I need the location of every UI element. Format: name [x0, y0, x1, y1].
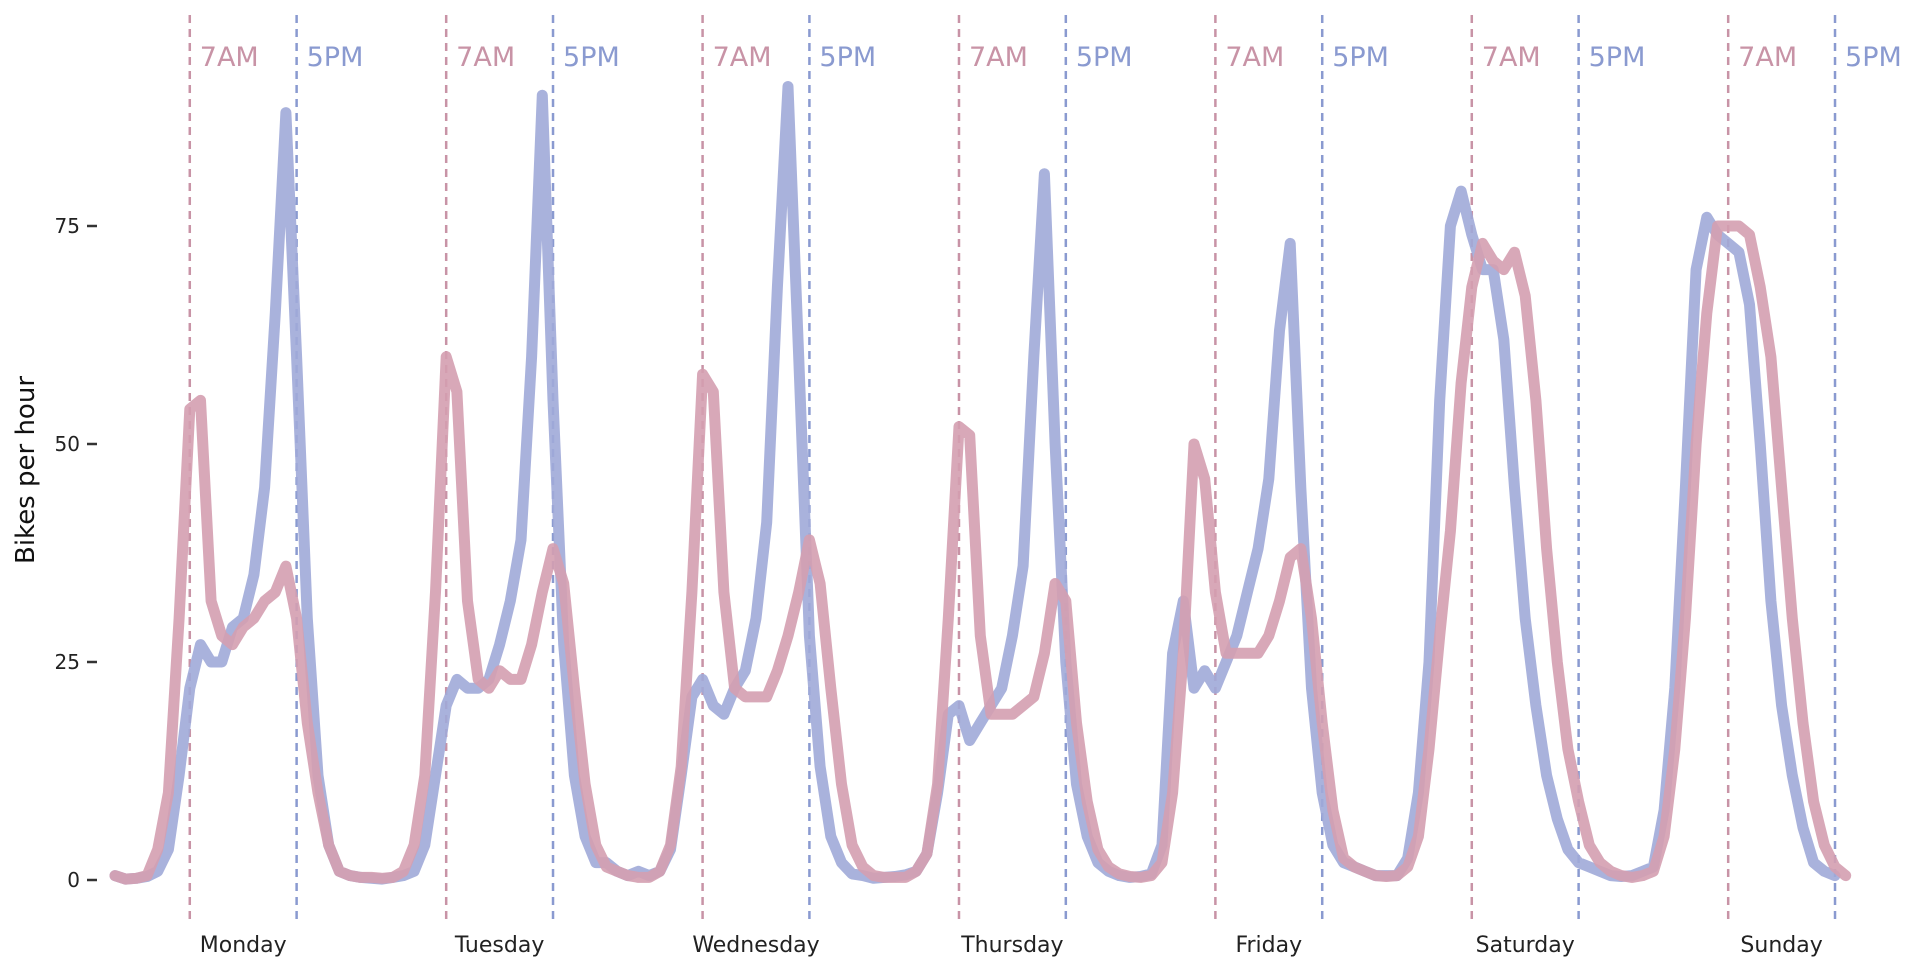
- marker-label-5pm-friday: 5PM: [1332, 42, 1389, 73]
- y-axis: 0 25 50 75: [55, 214, 97, 892]
- marker-label-7am-tuesday: 7AM: [456, 42, 515, 73]
- series-line-2: [109, 220, 1852, 885]
- marker-label-7am-wednesday: 7AM: [713, 42, 772, 73]
- marker-label-7am-friday: 7AM: [1225, 42, 1284, 73]
- day-label-thursday: Thursday: [960, 933, 1063, 958]
- marker-label-5pm-sunday: 5PM: [1845, 42, 1902, 73]
- marker-label-7am-saturday: 7AM: [1482, 42, 1541, 73]
- marker-label-5pm-saturday: 5PM: [1589, 42, 1646, 73]
- day-label-friday: Friday: [1235, 933, 1302, 958]
- day-label-tuesday: Tuesday: [454, 933, 545, 958]
- marker-label-5pm-tuesday: 5PM: [563, 42, 620, 73]
- marker-label-5pm-wednesday: 5PM: [819, 42, 876, 73]
- marker-label-7am-monday: 7AM: [200, 42, 259, 73]
- day-labels: Monday Tuesday Wednesday Thursday Friday Satu…: [200, 933, 1823, 958]
- marker-label-7am-thursday: 7AM: [969, 42, 1028, 73]
- y-tick-label-0: 0: [67, 868, 80, 892]
- marker-label-7am-sunday: 7AM: [1738, 42, 1797, 73]
- series-lines: [109, 81, 1852, 885]
- y-tick-label-50: 50: [55, 432, 80, 456]
- day-label-sunday: Sunday: [1740, 933, 1822, 958]
- day-label-monday: Monday: [200, 933, 287, 958]
- day-label-wednesday: Wednesday: [692, 933, 819, 958]
- y-tick-label-75: 75: [55, 214, 80, 238]
- day-label-saturday: Saturday: [1476, 933, 1575, 958]
- y-tick-label-25: 25: [55, 650, 80, 674]
- marker-label-5pm-thursday: 5PM: [1076, 42, 1133, 73]
- time-markers: 7AM 5PM 7AM 5PM 7AM 5PM 7AM 5PM 7AM 5PM 7AM 5PM 7AM 5…: [188, 15, 1902, 925]
- y-axis-title: Bikes per hour: [11, 376, 41, 564]
- marker-label-5pm-monday: 5PM: [307, 42, 364, 73]
